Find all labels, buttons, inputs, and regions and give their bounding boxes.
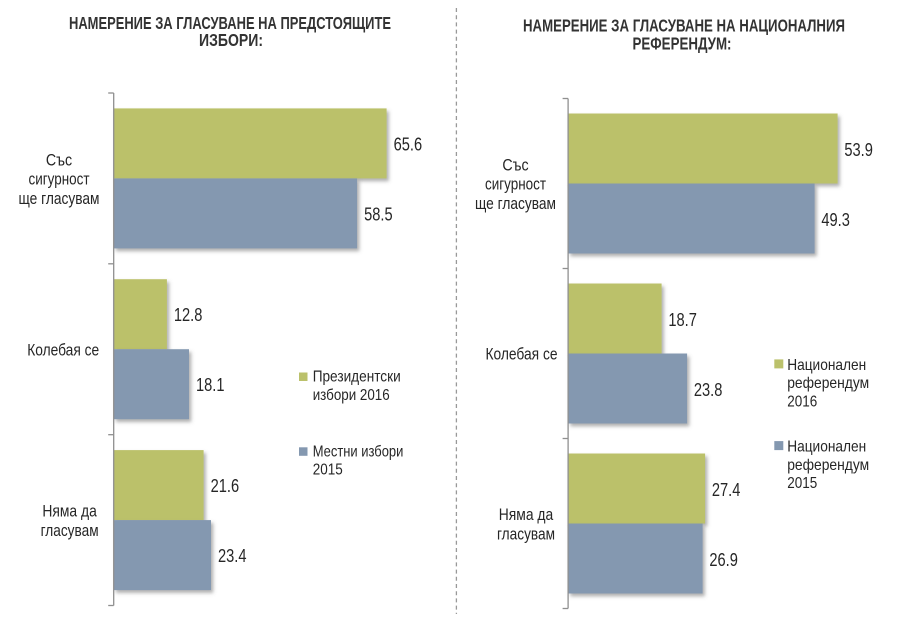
svg-text:2016: 2016 bbox=[787, 393, 817, 410]
svg-text:Национален: Национален bbox=[787, 439, 866, 456]
svg-text:2015: 2015 bbox=[313, 462, 343, 479]
svg-text:18.7: 18.7 bbox=[668, 310, 697, 330]
svg-text:49.3: 49.3 bbox=[821, 210, 850, 230]
svg-text:референдум: референдум bbox=[787, 375, 869, 392]
svg-text:21.6: 21.6 bbox=[211, 476, 240, 496]
svg-text:НАМЕРЕНИЕ ЗА ГЛАСУВАНЕ НА ПРЕД: НАМЕРЕНИЕ ЗА ГЛАСУВАНЕ НА ПРЕДСТОЯЩИТЕ bbox=[69, 13, 391, 33]
svg-text:Местни избори: Местни избори bbox=[313, 443, 404, 460]
svg-text:Национален: Национален bbox=[787, 357, 866, 374]
svg-text:18.1: 18.1 bbox=[196, 375, 225, 395]
svg-text:референдум: референдум bbox=[787, 457, 869, 474]
svg-text:Няма да: Няма да bbox=[499, 506, 554, 524]
svg-text:сигурност: сигурност bbox=[485, 176, 546, 194]
svg-text:27.4: 27.4 bbox=[712, 480, 741, 500]
svg-text:Президентски: Президентски bbox=[313, 369, 401, 386]
svg-text:53.9: 53.9 bbox=[844, 140, 873, 160]
svg-text:ще гласувам: ще гласувам bbox=[19, 190, 100, 208]
svg-text:гласувам: гласувам bbox=[41, 522, 99, 540]
svg-text:26.9: 26.9 bbox=[709, 550, 738, 570]
svg-text:Със: Със bbox=[46, 151, 72, 169]
svg-text:2015: 2015 bbox=[787, 475, 817, 492]
svg-text:НАМЕРЕНИЕ ЗА ГЛАСУВАНЕ НА НАЦИ: НАМЕРЕНИЕ ЗА ГЛАСУВАНЕ НА НАЦИОНАЛНИЯ bbox=[523, 15, 845, 35]
svg-text:сигурност: сигурност bbox=[29, 171, 90, 189]
svg-text:ще гласувам: ще гласувам bbox=[475, 195, 556, 213]
svg-text:избори 2016: избори 2016 bbox=[313, 387, 390, 404]
svg-text:23.8: 23.8 bbox=[694, 380, 723, 400]
svg-text:Няма да: Няма да bbox=[42, 502, 97, 520]
svg-text:65.6: 65.6 bbox=[394, 134, 423, 154]
svg-text:23.4: 23.4 bbox=[218, 546, 247, 566]
svg-text:гласувам: гласувам bbox=[497, 526, 555, 544]
svg-text:12.8: 12.8 bbox=[174, 305, 203, 325]
svg-text:58.5: 58.5 bbox=[364, 204, 393, 224]
svg-text:ИЗБОРИ:: ИЗБОРИ: bbox=[199, 30, 263, 50]
svg-text:Със: Със bbox=[502, 156, 528, 174]
svg-text:Колебая се: Колебая се bbox=[486, 346, 558, 364]
svg-text:Колебая се: Колебая се bbox=[27, 341, 99, 359]
svg-text:РЕФЕРЕНДУМ:: РЕФЕРЕНДУМ: bbox=[633, 34, 732, 54]
